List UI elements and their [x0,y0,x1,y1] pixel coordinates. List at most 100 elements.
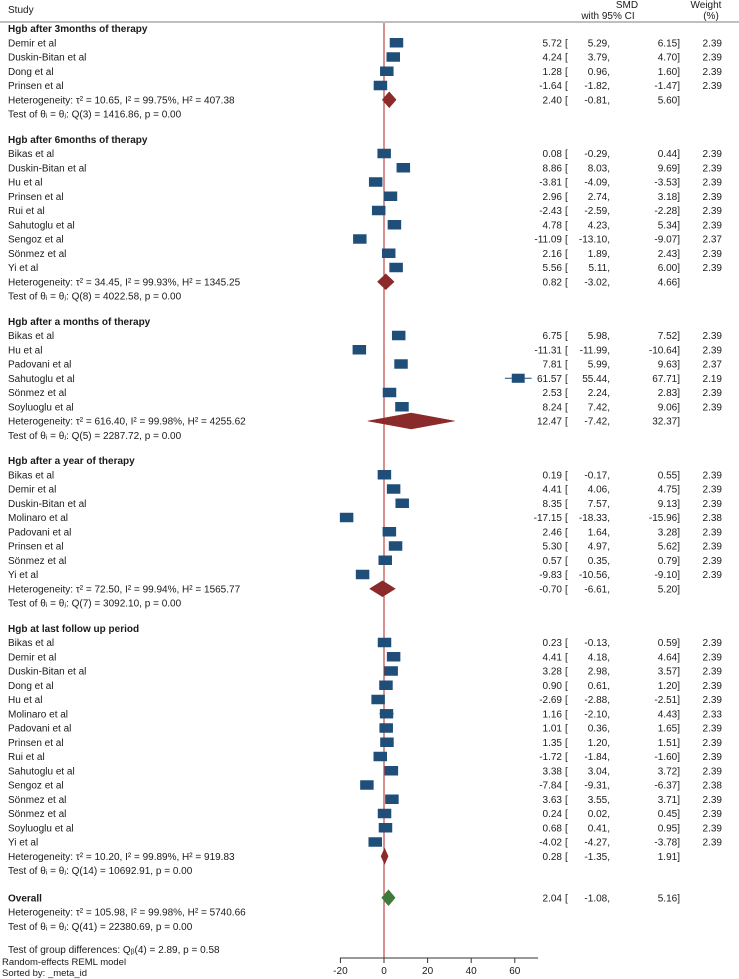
ci-bracket-open: [ [565,766,568,777]
study-marker [382,527,397,537]
ci-bracket-open: [ [565,838,568,849]
ci-upper: 9.06] [658,402,680,413]
effect-estimate: 4.78 [543,220,563,231]
ci-lower: -10.56, [579,570,610,581]
ci-lower: 7.57, [588,499,610,510]
ci-bracket-open: [ [565,178,568,189]
ci-upper: 0.95] [658,823,680,834]
ci-bracket-open: [ [565,709,568,720]
effect-estimate: 2.53 [543,388,563,399]
ci-lower: 2.98, [588,667,610,678]
column-header-weight: Weight [691,0,722,11]
footer-model-note: Random-effects REML model [2,957,126,968]
study-label: Prinsen et al [8,81,64,92]
study-label: Duskin-Bitan et al [8,667,86,678]
study-weight: 2.39 [703,402,723,413]
ci-lower: -2.10, [584,709,610,720]
effect-estimate: 1.01 [543,724,563,735]
ci-upper: -1.60] [654,752,680,763]
ci-bracket-open: [ [565,738,568,749]
study-label: Padovani et al [8,724,71,735]
ci-lower: 0.41, [588,823,610,834]
subgroup-title: Hgb after 6months of therapy [8,135,148,146]
ci-bracket-open: [ [565,263,568,274]
study-weight: 2.39 [703,542,723,553]
ci-upper: 0.45] [658,809,680,820]
effect-estimate: 1.28 [543,67,563,78]
study-label: Padovani et al [8,527,71,538]
study-weight: 2.39 [703,206,723,217]
effect-estimate: 0.68 [543,823,563,834]
study-label: Sengoz et al [8,781,64,792]
study-marker [378,823,393,833]
ci-lower: 5.29, [588,38,610,49]
ci-bracket-open: [ [565,513,568,524]
effect-estimate: 0.90 [543,681,563,692]
ci-lower: 3.55, [588,795,610,806]
ci-upper: 4.70] [658,53,680,64]
study-weight: 2.39 [703,652,723,663]
ci-bracket-open: [ [565,149,568,160]
study-weight: 2.39 [703,470,723,481]
ci-lower: 0.02, [588,809,610,820]
study-marker [380,66,394,76]
effect-estimate: 7.81 [543,360,563,371]
ci-upper: -15.96] [649,513,680,524]
study-marker [386,52,400,62]
study-marker [373,751,388,762]
study-label: Sönmez et al [8,388,66,399]
effect-estimate: 2.04 [543,893,563,904]
study-marker [389,262,403,273]
study-weight: 2.39 [703,163,723,174]
ci-bracket-open: [ [565,388,568,399]
ci-lower: 0.36, [588,724,610,735]
ci-bracket-open: [ [565,163,568,174]
ci-upper: 5.16] [658,893,680,904]
study-marker [377,470,392,480]
ci-lower: 1.64, [588,527,610,538]
ci-bracket-open: [ [565,81,568,92]
effect-estimate: 5.56 [543,263,563,274]
ci-bracket-open: [ [565,695,568,706]
ci-upper: 4.66] [658,277,680,288]
study-label: Duskin-Bitan et al [8,499,86,510]
ci-bracket-open: [ [565,206,568,217]
ci-bracket-open: [ [565,360,568,371]
ci-upper: 6.00] [658,263,680,274]
effect-estimate: 0.24 [543,809,563,820]
ci-lower: -1.84, [584,752,610,763]
study-weight: 2.39 [703,192,723,203]
study-label: Bikas et al [8,331,54,342]
study-marker [371,205,386,216]
ci-bracket-open: [ [565,192,568,203]
study-marker [395,498,409,508]
study-weight: 2.39 [703,766,723,777]
subgroup-title: Hgb after a year of therapy [8,456,135,467]
study-label: Bikas et al [8,149,54,160]
heterogeneity-stats: Heterogeneity: τ² = 34.45, I² = 99.93%, … [8,277,241,288]
study-label: Soyluoglu et al [8,402,74,413]
study-weight: 2.38 [703,513,723,524]
study-marker [377,148,391,159]
ci-upper: 5.62] [658,542,680,553]
ci-upper: -9.07] [654,235,680,246]
ci-upper: 4.64] [658,652,680,663]
ci-lower: -0.81, [584,95,610,106]
ci-upper: 5.20] [658,584,680,595]
heterogeneity-stats: Heterogeneity: τ² = 72.50, I² = 99.94%, … [8,584,241,595]
study-marker [377,808,392,819]
effect-estimate: 3.38 [543,766,563,777]
study-marker [388,541,403,551]
effect-estimate: -7.84 [539,781,562,792]
study-weight: 2.39 [703,345,723,356]
heterogeneity-test: Test of θᵢ = θⱼ: Q(8) = 4022.58, p = 0.0… [8,292,182,303]
ci-lower: 0.35, [588,556,610,567]
ci-upper: 2.83] [658,388,680,399]
ci-bracket-open: [ [565,67,568,78]
study-label: Yi et al [8,263,38,274]
effect-estimate: -2.43 [539,206,562,217]
effect-estimate: -11.09 [534,235,562,246]
study-marker [368,177,383,187]
study-marker [355,569,370,580]
ci-lower: -11.99, [580,345,610,356]
